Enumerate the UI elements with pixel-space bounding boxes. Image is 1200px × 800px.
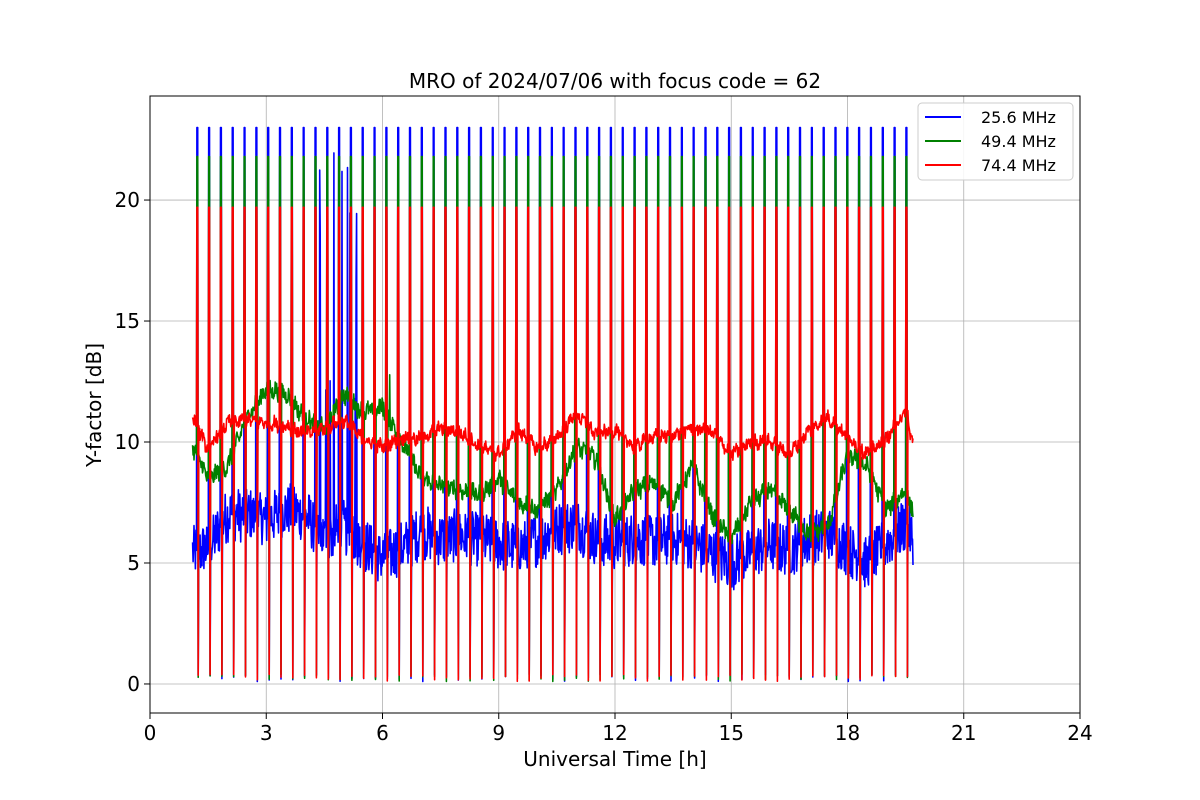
y-axis-label: Y-factor [dB] [82, 343, 106, 468]
series-layer [191, 126, 914, 683]
series-line-74-4-mhz [191, 206, 914, 683]
y-tick-label: 5 [127, 551, 140, 575]
legend: 25.6 MHz 49.4 MHz 74.4 MHz [917, 102, 1074, 181]
x-tick-label: 6 [376, 721, 389, 745]
y-tick-label: 15 [115, 309, 140, 333]
x-tick-label: 21 [951, 721, 976, 745]
x-tick-label: 9 [492, 721, 505, 745]
legend-label-74-4: 74.4 MHz [981, 156, 1056, 175]
legend-label-25-6: 25.6 MHz [981, 108, 1056, 127]
x-tick-label: 15 [719, 721, 744, 745]
legend-label-49-4: 49.4 MHz [981, 132, 1056, 151]
tick-layer: 0 3 6 9 12 15 18 21 24 0 5 10 15 20 [115, 188, 1093, 745]
y-tick-label: 0 [127, 672, 140, 696]
legend-box [917, 102, 1074, 181]
y-tick-label: 20 [115, 188, 140, 212]
x-tick-label: 3 [260, 721, 273, 745]
y-tick-label: 10 [115, 430, 140, 454]
x-tick-label: 24 [1067, 721, 1092, 745]
series-line-49-4-mhz [191, 155, 914, 683]
x-tick-label: 18 [835, 721, 860, 745]
chart-title: MRO of 2024/07/06 with focus code = 62 [409, 69, 821, 93]
x-axis-label: Universal Time [h] [523, 747, 706, 771]
x-tick-label: 0 [144, 721, 157, 745]
x-tick-label: 12 [602, 721, 627, 745]
